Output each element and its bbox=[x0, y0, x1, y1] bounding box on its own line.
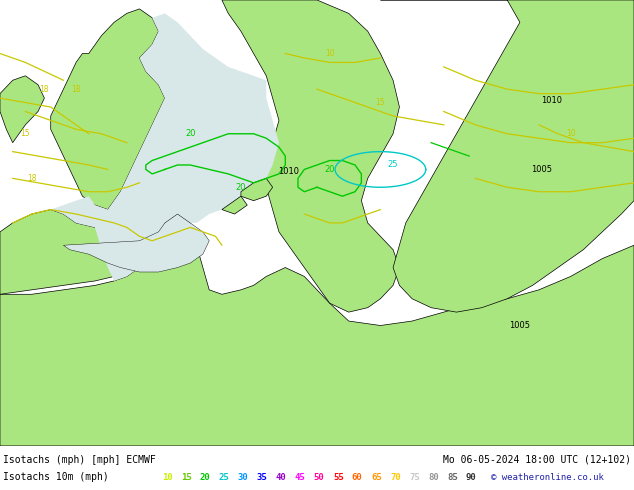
Polygon shape bbox=[222, 196, 247, 214]
Text: 50: 50 bbox=[314, 473, 325, 482]
Text: 1010: 1010 bbox=[541, 96, 562, 105]
Text: 15: 15 bbox=[181, 473, 191, 482]
Text: 25: 25 bbox=[388, 161, 398, 170]
Text: 18: 18 bbox=[40, 85, 49, 94]
Text: © weatheronline.co.uk: © weatheronline.co.uk bbox=[491, 473, 604, 482]
Text: 80: 80 bbox=[428, 473, 439, 482]
Text: 45: 45 bbox=[295, 473, 306, 482]
Polygon shape bbox=[241, 178, 273, 201]
Polygon shape bbox=[0, 76, 44, 143]
Text: 20: 20 bbox=[200, 473, 210, 482]
Polygon shape bbox=[222, 0, 399, 312]
Text: Isotachs 10m (mph): Isotachs 10m (mph) bbox=[3, 472, 109, 482]
Polygon shape bbox=[0, 210, 133, 294]
Text: Isotachs (mph) [mph] ECMWF: Isotachs (mph) [mph] ECMWF bbox=[3, 455, 156, 465]
Text: 20: 20 bbox=[325, 165, 335, 174]
Text: 35: 35 bbox=[257, 473, 268, 482]
Text: 1005: 1005 bbox=[509, 321, 531, 330]
Polygon shape bbox=[63, 214, 209, 272]
Text: 75: 75 bbox=[409, 473, 420, 482]
Text: 20: 20 bbox=[236, 183, 246, 192]
Text: 18: 18 bbox=[72, 85, 81, 94]
Text: 25: 25 bbox=[219, 473, 230, 482]
Text: 55: 55 bbox=[333, 473, 344, 482]
Text: 15: 15 bbox=[375, 98, 385, 107]
Text: 85: 85 bbox=[447, 473, 458, 482]
Text: Mo 06-05-2024 18:00 UTC (12+102): Mo 06-05-2024 18:00 UTC (12+102) bbox=[443, 455, 631, 465]
Text: 65: 65 bbox=[371, 473, 382, 482]
Text: 10: 10 bbox=[566, 129, 576, 138]
Text: 40: 40 bbox=[276, 473, 287, 482]
Polygon shape bbox=[51, 13, 279, 281]
Text: 70: 70 bbox=[390, 473, 401, 482]
Text: 60: 60 bbox=[352, 473, 363, 482]
Polygon shape bbox=[51, 9, 165, 210]
Text: 30: 30 bbox=[238, 473, 249, 482]
Text: 1005: 1005 bbox=[531, 165, 553, 174]
Text: 18: 18 bbox=[27, 174, 36, 183]
Text: 15: 15 bbox=[20, 129, 30, 138]
Text: 1010: 1010 bbox=[278, 167, 299, 176]
Text: 90: 90 bbox=[466, 473, 477, 482]
Polygon shape bbox=[0, 214, 634, 446]
Polygon shape bbox=[380, 0, 634, 312]
Text: 10: 10 bbox=[162, 473, 172, 482]
Text: 10: 10 bbox=[325, 49, 335, 58]
Text: 20: 20 bbox=[185, 129, 195, 138]
